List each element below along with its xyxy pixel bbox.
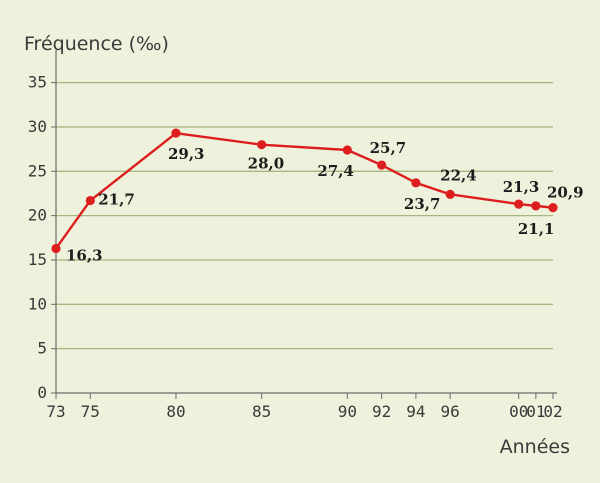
x-tick-label-73: 73: [46, 402, 65, 421]
data-point-75: [85, 195, 95, 206]
data-point-90: [342, 145, 352, 155]
x-tick-label-92: 92: [372, 402, 391, 421]
y-axis-label: Fréquence (‰): [24, 33, 169, 55]
x-tick-label-01: 01: [526, 402, 545, 421]
x-tick-label-96: 96: [441, 402, 460, 421]
x-tick-label-94: 94: [406, 402, 425, 421]
data-point-80: [171, 128, 181, 138]
data-label-96: 22,4: [440, 166, 477, 184]
y-tick-label-5: 5: [37, 339, 47, 358]
x-tick-label-02: 02: [543, 402, 562, 421]
y-tick-label-10: 10: [28, 294, 47, 313]
data-label-85: 28,0: [248, 155, 285, 173]
y-tick-label-20: 20: [28, 206, 47, 225]
data-label-01: 21,1: [518, 220, 555, 238]
data-label-75: 21,7: [98, 191, 135, 209]
y-tick-label-35: 35: [28, 73, 47, 92]
data-point-02: [548, 203, 558, 213]
data-labels: 16,3 21,7 29,3 28,0 27,4 25,7 23,7 22,4 21,3 21,1…: [66, 139, 584, 264]
x-tick-label-85: 85: [252, 402, 271, 421]
axes: [51, 50, 557, 399]
data-point-92: [377, 160, 387, 170]
data-label-92: 25,7: [370, 139, 407, 157]
data-label-00: 21,3: [503, 178, 540, 196]
x-tick-label-75: 75: [81, 402, 100, 421]
x-tick-label-80: 80: [166, 402, 185, 421]
y-tick-labels: 0 5 10 15 20 25 30 35: [28, 73, 47, 402]
data-label-94: 23,7: [404, 195, 441, 213]
data-points: [51, 128, 558, 254]
data-point-73: [51, 243, 61, 254]
y-tick-label-25: 25: [28, 161, 47, 180]
grid-lines: [56, 81, 553, 350]
y-tick-label-30: 30: [28, 117, 47, 136]
data-label-90: 27,4: [317, 162, 354, 180]
x-tick-label-00: 00: [509, 402, 528, 421]
data-point-96: [445, 189, 455, 199]
data-point-00: [514, 199, 524, 209]
data-label-73: 16,3: [66, 246, 103, 264]
data-point-94: [411, 178, 421, 188]
y-tick-label-0: 0: [37, 383, 47, 402]
data-label-80: 29,3: [168, 145, 205, 163]
data-label-02: 20,9: [547, 184, 584, 202]
x-axis-label: Années: [500, 436, 570, 458]
y-tick-label-15: 15: [28, 250, 47, 269]
x-tick-label-90: 90: [338, 402, 357, 421]
data-point-85: [257, 140, 267, 150]
data-point-01: [531, 201, 541, 211]
